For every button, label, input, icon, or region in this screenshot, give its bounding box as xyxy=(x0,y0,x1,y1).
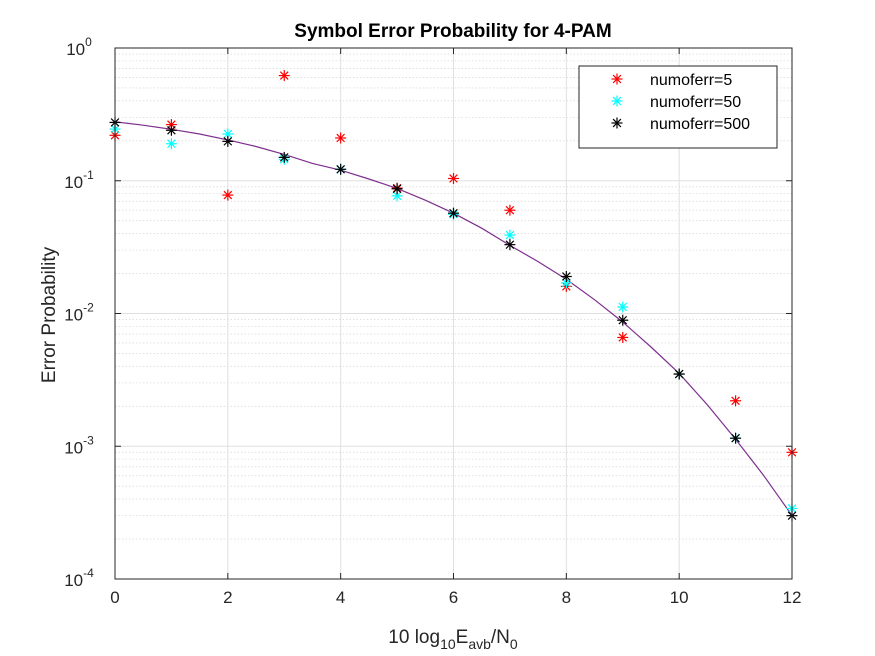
y-tick-label: 10-4 xyxy=(64,566,94,590)
data-point-series-3 xyxy=(504,239,516,251)
x-tick-label: 0 xyxy=(110,588,119,607)
data-point-series-1 xyxy=(222,189,234,201)
legend-marker-2 xyxy=(611,95,623,107)
x-tick-label: 4 xyxy=(336,588,345,607)
y-tick-label: 10-2 xyxy=(64,301,94,325)
y-axis-label: Error Probability xyxy=(39,246,60,383)
y-tick-label: 10-1 xyxy=(64,168,94,192)
legend-label: numoferr=50 xyxy=(650,94,741,111)
data-point-series-3 xyxy=(448,207,459,219)
legend-label: numoferr=500 xyxy=(650,116,750,133)
data-point-series-2 xyxy=(617,301,629,313)
data-point-series-2 xyxy=(504,229,516,241)
data-point-series-1 xyxy=(504,204,516,216)
data-point-series-3 xyxy=(222,135,234,147)
x-axis-label-sub3: 0 xyxy=(510,636,518,652)
data-point-series-3 xyxy=(673,368,685,380)
y-tick-label: 10-3 xyxy=(64,433,94,457)
legend-marker-3 xyxy=(611,117,623,129)
data-point-series-1 xyxy=(278,70,290,82)
data-point-series-3 xyxy=(278,151,290,163)
data-point-series-3 xyxy=(391,183,403,195)
x-tick-label: 8 xyxy=(562,588,571,607)
axis-ticks: 0 2 4 6 8 10 12 10-4 10-3 10-2 10-1 100 xyxy=(64,35,801,607)
x-tick-label: 12 xyxy=(783,588,802,607)
x-tick-label: 6 xyxy=(449,588,458,607)
data-point-series-1 xyxy=(730,395,742,407)
data-markers-layer xyxy=(109,70,798,522)
legend-label: numoferr=5 xyxy=(650,72,732,89)
data-point-series-3 xyxy=(165,124,177,136)
legend-box xyxy=(578,65,778,149)
data-point-series-3 xyxy=(335,163,347,175)
x-axis-label-mid: E xyxy=(456,627,469,648)
x-tick-label: 10 xyxy=(670,588,689,607)
x-axis-label-prefix: 10 log xyxy=(388,627,440,648)
x-axis-label: 10 log10Eavb/N0 xyxy=(388,627,518,652)
data-point-series-1 xyxy=(617,331,629,343)
data-point-series-3 xyxy=(560,270,572,282)
data-point-series-3 xyxy=(730,432,742,444)
data-point-series-2 xyxy=(165,138,177,150)
data-point-series-1 xyxy=(448,172,459,184)
x-axis-label-sub2: avb xyxy=(468,636,491,652)
x-axis-label-sub1: 10 xyxy=(440,636,456,652)
chart-title: Symbol Error Probability for 4-PAM xyxy=(294,21,611,42)
legend: numoferr=5 numoferr=50 numoferr=500 xyxy=(578,65,778,149)
x-axis-label-slash: /N xyxy=(491,627,510,648)
data-point-series-1 xyxy=(335,132,347,144)
y-tick-label: 100 xyxy=(66,35,92,59)
legend-marker-1 xyxy=(611,73,623,85)
x-tick-label: 2 xyxy=(223,588,232,607)
data-point-series-3 xyxy=(617,314,629,326)
